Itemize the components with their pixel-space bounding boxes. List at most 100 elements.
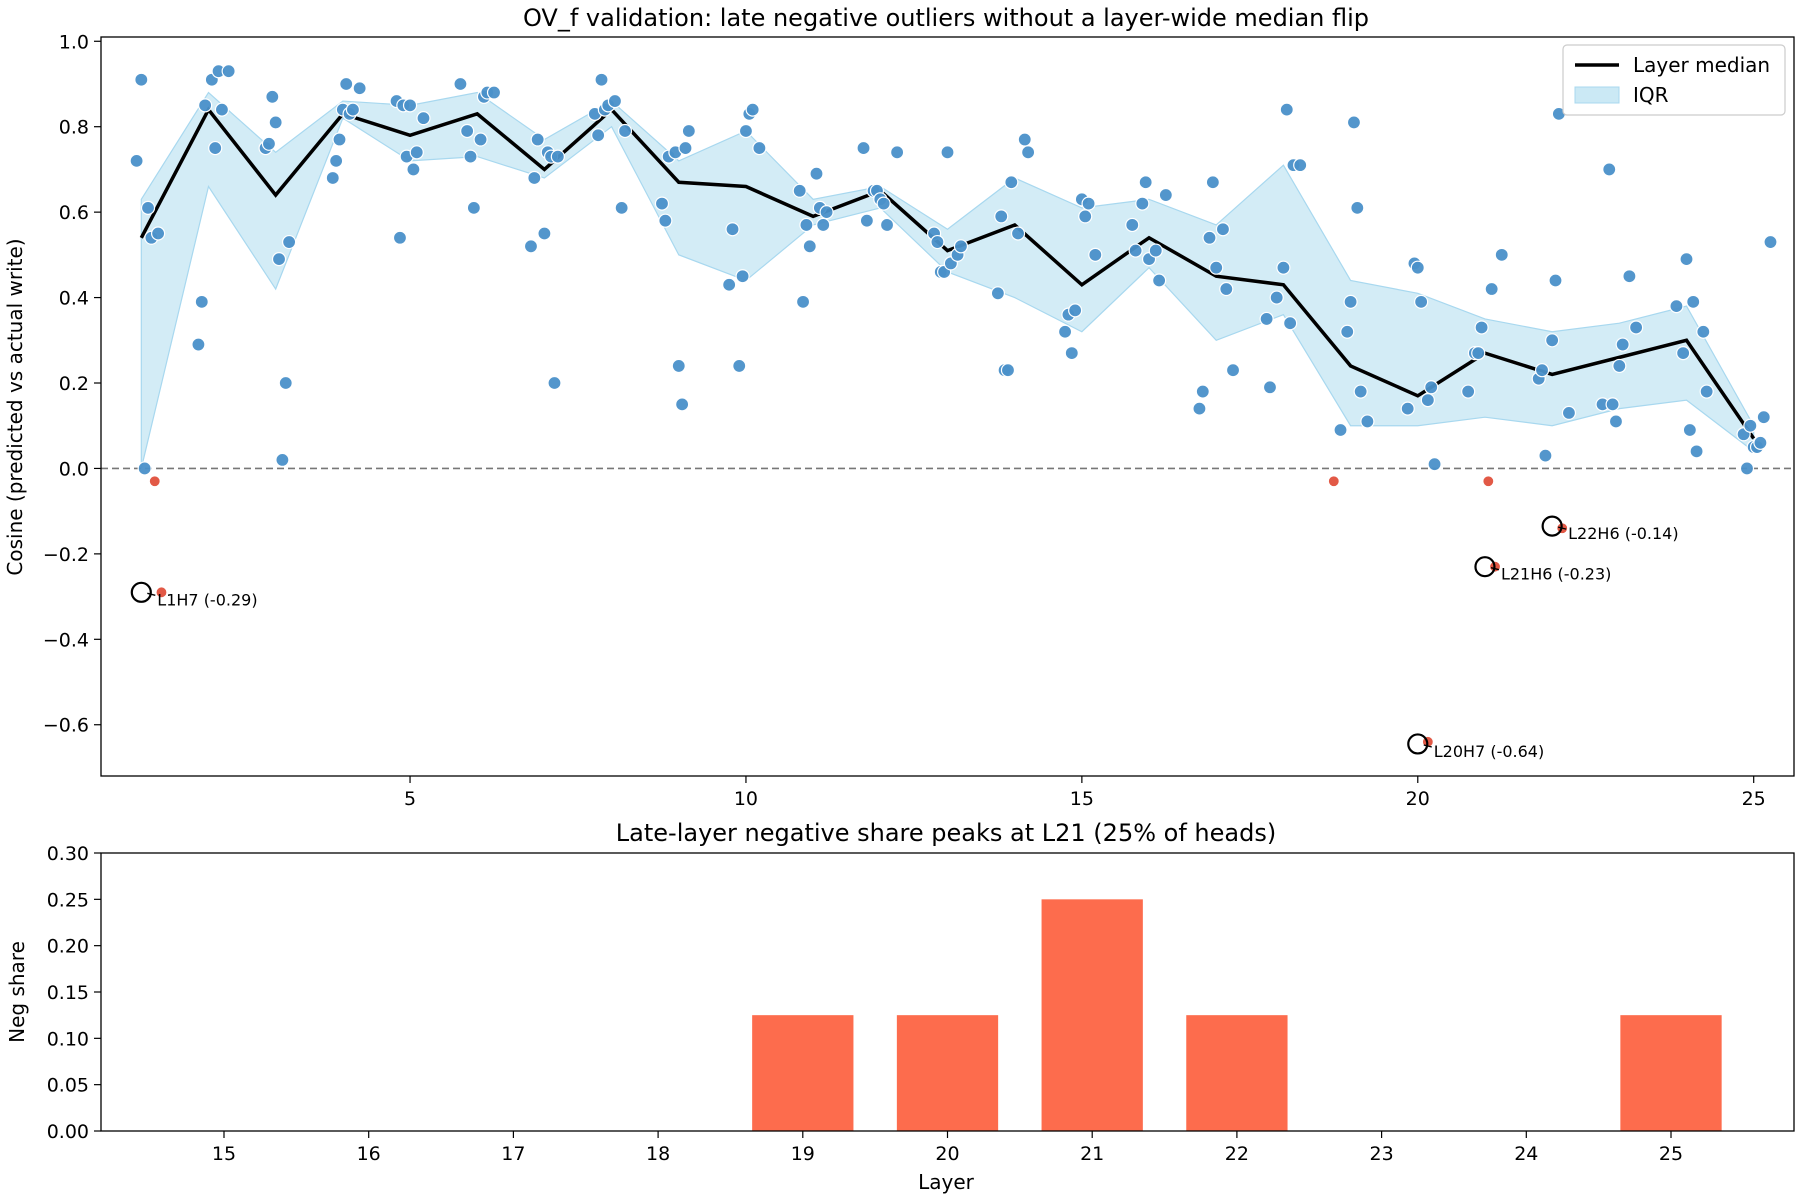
scatter-point [1202,230,1217,245]
scatter-title: OV_f validation: late negative outliers … [523,4,1369,32]
scatter-point [1608,414,1624,429]
scatter-point [547,375,562,391]
scatter-point [1484,281,1499,297]
scatter-point [1269,290,1284,305]
scatter-point [1283,316,1298,331]
scatter-point [678,140,693,156]
x-tick-label: 17 [501,1143,525,1165]
scatter-point [654,196,670,211]
y-tick-label: 0.0 [59,458,89,480]
scatter-y-ticks: −0.6 −0.4 −0.2 0.0 0.2 0.4 0.6 0.8 1.0 [43,31,101,737]
scatter-point [1414,294,1429,309]
scatter-point [1346,115,1362,130]
scatter-point [194,294,209,309]
scatter-point [607,93,623,109]
scatter-point [1192,401,1207,416]
scatter-point [453,76,468,92]
scatter-point [332,132,347,147]
scatter-point [594,72,609,87]
scatter-point [1209,260,1224,275]
scatter-point [1427,457,1442,472]
scatter-point [1548,273,1563,288]
bar-chart-x-axis-label: Layer [918,1170,975,1194]
bar-chart-x-ticks: 15 16 17 18 19 20 21 22 23 24 25 [212,1131,1683,1165]
x-tick-label: 25 [1742,788,1766,810]
scatter-point [134,72,149,87]
scatter-point [1057,324,1073,339]
scatter-point [1753,435,1768,450]
scatter-point [658,213,673,228]
scatter-point [1262,380,1278,395]
scatter-point [1545,333,1560,348]
scatter-point [1743,418,1758,433]
bar-layer-21 [1041,899,1143,1131]
scatter-axes-frame [100,36,1795,777]
scatter-point [1360,414,1375,429]
scatter-point [530,132,545,147]
scatter-point [221,64,236,79]
scatter-point [1138,175,1153,190]
scatter-point [1078,209,1093,224]
scatter-point [537,226,552,241]
scatter-point [1679,252,1694,267]
bar-chart-y-axis-label: Neg share [5,941,29,1043]
scatter-point [1461,384,1476,399]
scatter-point [1148,243,1163,258]
scatter-point [1686,294,1701,309]
scatter-point [819,205,834,220]
y-tick-label: 0.20 [47,936,89,958]
scatter-point [1343,294,1358,309]
x-tick-label: 18 [646,1143,670,1165]
scatter-point [1756,410,1771,425]
scatter-point [1682,422,1697,438]
outlier-markers: L1H7 (-0.29) L20H7 (-0.64) L21H6 (-0.23) L2… [130,515,1679,761]
scatter-point [1471,346,1486,361]
scatter-point [1158,187,1173,203]
x-tick-label: 24 [1514,1143,1538,1165]
scatter-point [1068,303,1083,318]
scatter-point [1410,260,1425,275]
outlier-label: L22H6 (-0.14) [1568,524,1678,543]
scatter-point [1340,324,1355,339]
scatter-point [752,140,767,156]
bar-chart-title: Late-layer negative share peaks at L21 (… [616,819,1276,847]
scatter-point [1010,226,1026,241]
scatter-point [614,200,629,215]
scatter-point [191,337,206,352]
scatter-point [1474,320,1489,335]
y-tick-label: −0.6 [43,715,89,737]
scatter-point [1420,392,1435,408]
y-tick-label: 0.30 [47,843,89,865]
scatter-point [129,153,144,168]
scatter-point [816,217,831,233]
scatter-point [406,162,421,177]
scatter-point [268,115,283,130]
scatter-point [1602,162,1617,177]
negative-point [1327,475,1340,488]
scatter-point [151,226,166,241]
scatter-point [352,81,367,96]
y-tick-label: 0.15 [47,982,89,1004]
scatter-point [617,123,633,139]
scatter-plot: OV_f validation: late negative outliers … [3,4,1795,810]
x-tick-label: 15 [212,1143,236,1165]
scatter-point [799,217,814,233]
scatter-point [1021,145,1036,160]
y-tick-label: 0.2 [59,373,89,395]
scatter-point [1276,260,1291,275]
scatter-point [1000,363,1016,378]
scatter-point [1293,158,1308,173]
scatter-point [675,397,690,412]
scatter-point [802,239,817,254]
negative-point [1482,475,1495,488]
scatter-point [732,358,747,374]
scatter-point [466,200,481,215]
y-tick-label: −0.4 [43,629,89,651]
bar-layer-22 [1186,1015,1288,1131]
scatter-point [1538,448,1553,463]
scatter-point [890,145,905,160]
bar-layer-25 [1620,1015,1722,1131]
scatter-point [214,102,230,117]
x-tick-label: 22 [1225,1143,1249,1165]
scatter-point [1699,384,1714,399]
